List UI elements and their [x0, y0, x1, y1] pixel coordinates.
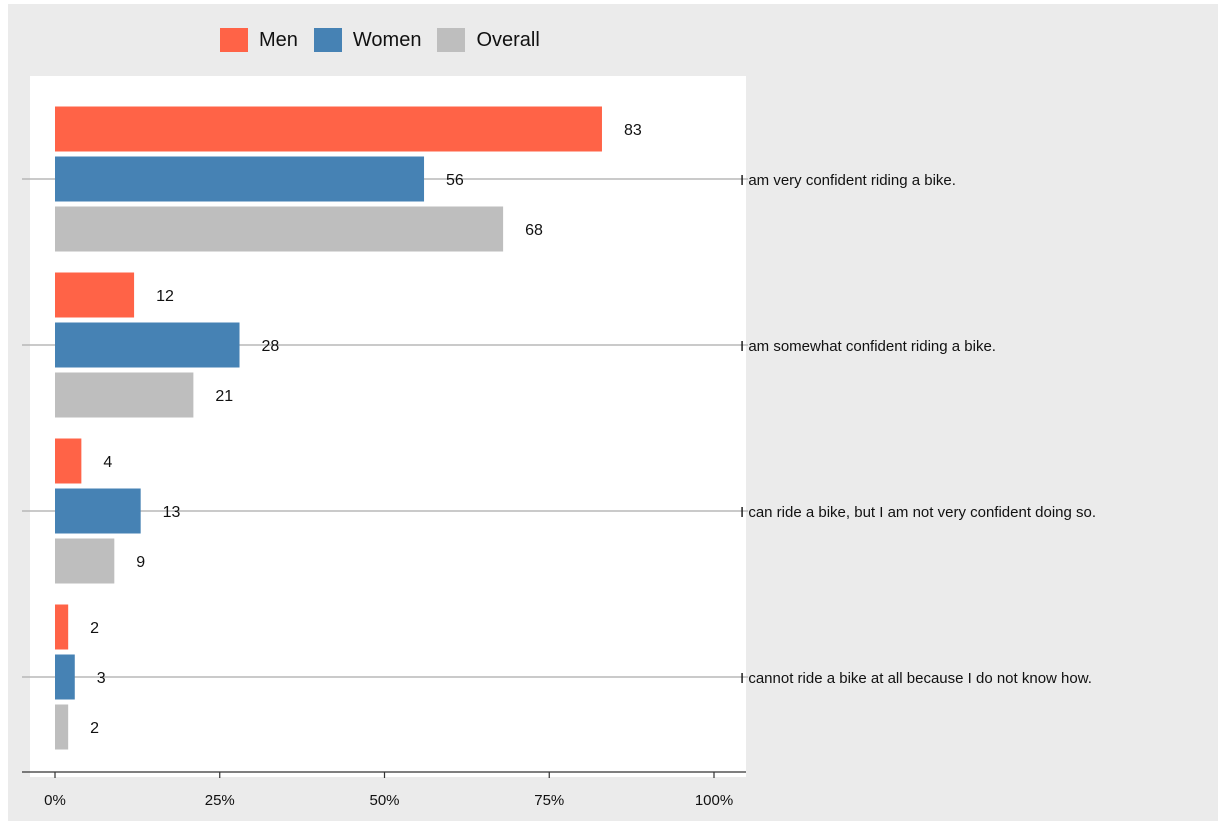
- category-label: I am very confident riding a bike.: [740, 172, 956, 189]
- bar-women: [55, 488, 141, 534]
- bar-women: [55, 322, 240, 368]
- x-tick-label: 50%: [369, 792, 399, 809]
- value-label: 3: [97, 670, 106, 687]
- bar-overall: [55, 704, 69, 750]
- value-label: 9: [136, 554, 145, 571]
- legend-swatch-women: [313, 28, 342, 52]
- legend-swatch-men: [220, 28, 248, 52]
- bar-overall: [55, 538, 115, 584]
- bar-women: [55, 654, 75, 700]
- legend-item-men: Men: [220, 28, 298, 52]
- category-label: I am somewhat confident riding a bike.: [740, 338, 996, 355]
- legend-label-women: Women: [352, 28, 422, 51]
- value-label: 12: [156, 288, 174, 305]
- value-label: 68: [525, 222, 543, 239]
- bar-men: [55, 438, 82, 484]
- bar-men: [55, 106, 602, 152]
- x-tick-label: 75%: [534, 792, 564, 809]
- legend-item-overall: Overall: [437, 28, 540, 52]
- legend-swatch-overall: [437, 28, 466, 52]
- x-tick-label: 100%: [695, 792, 733, 809]
- value-label: 4: [103, 454, 112, 471]
- bar-overall: [55, 206, 504, 252]
- value-label: 28: [262, 338, 280, 355]
- bar-women: [55, 156, 425, 202]
- value-label: 21: [215, 388, 233, 405]
- legend-item-women: Women: [313, 28, 422, 52]
- legend: Men Women Overall: [220, 28, 556, 52]
- value-label: 2: [90, 720, 99, 737]
- category-label: I can ride a bike, but I am not very con…: [740, 504, 1096, 521]
- value-label: 2: [90, 620, 99, 637]
- legend-label-overall: Overall: [476, 28, 540, 51]
- value-label: 13: [163, 504, 181, 521]
- bar-overall: [55, 372, 194, 418]
- value-label: 56: [446, 172, 464, 189]
- x-tick-label: 25%: [205, 792, 235, 809]
- value-label: 83: [624, 122, 642, 139]
- x-tick-label: 0%: [44, 792, 66, 809]
- category-label: I cannot ride a bike at all because I do…: [740, 670, 1092, 687]
- bar-men: [55, 272, 135, 318]
- bar-men: [55, 604, 69, 650]
- legend-label-men: Men: [259, 28, 298, 51]
